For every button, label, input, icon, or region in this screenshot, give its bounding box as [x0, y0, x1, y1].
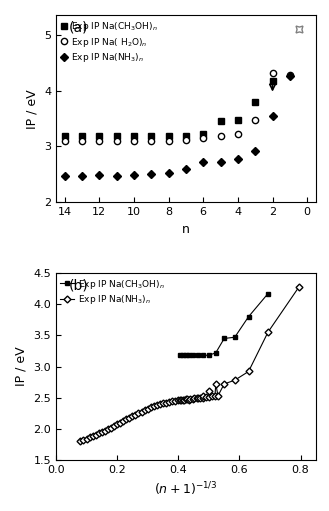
Exp IP Na(NH$_3$)$_n$	[297, 284, 301, 290]
Exp IP Na(CH$_3$OH)$_n$	[188, 352, 191, 358]
Exp IP Na(NH$_3$)$_n$	[184, 166, 188, 172]
Exp IP Na(CH$_3$OH)$_n$	[114, 133, 118, 140]
Line: Exp IP Na(NH$_3$)$_n$: Exp IP Na(NH$_3$)$_n$	[78, 285, 301, 444]
Exp IP Na(CH$_3$OH)$_n$	[222, 335, 226, 341]
Exp IP Na(CH$_3$OH)$_n$	[184, 133, 188, 140]
Exp IP Na(NH$_3$)$_n$	[236, 155, 240, 161]
Line: Exp IP Na(CH$_3$OH)$_n$: Exp IP Na(CH$_3$OH)$_n$	[177, 291, 270, 358]
Exp IP Na(CH$_3$OH)$_n$	[236, 117, 240, 123]
Exp IP Na( H$_2$O)$_n$	[201, 135, 205, 141]
Text: (a): (a)	[69, 21, 89, 35]
Exp IP Na( H$_2$O)$_n$	[80, 138, 84, 144]
Exp IP Na(CH$_3$OH)$_n$	[233, 334, 237, 340]
Exp IP Na(CH$_3$OH)$_n$	[201, 352, 205, 358]
Exp IP Na( H$_2$O)$_n$	[288, 72, 292, 78]
Exp IP Na(NH$_3$)$_n$	[97, 172, 101, 178]
Exp IP Na(CH$_3$OH)$_n$	[214, 350, 218, 356]
Exp IP Na( H$_2$O)$_n$	[63, 138, 66, 144]
Exp IP Na(CH$_3$OH)$_n$	[207, 352, 211, 358]
Legend: Exp IP Na(CH$_3$OH)$_n$, Exp IP Na( H$_2$O)$_n$, Exp IP Na(NH$_3$)$_n$: Exp IP Na(CH$_3$OH)$_n$, Exp IP Na( H$_2…	[59, 18, 160, 66]
Exp IP Na(NH$_3$)$_n$	[137, 410, 140, 416]
Exp IP Na(CH$_3$OH)$_n$	[149, 133, 153, 140]
Exp IP Na(CH$_3$OH)$_n$	[253, 99, 257, 105]
Text: (b): (b)	[69, 278, 89, 293]
X-axis label: $(n+1)^{-1/3}$: $(n+1)^{-1/3}$	[154, 480, 218, 498]
Exp IP Na(CH$_3$OH)$_n$	[63, 133, 66, 140]
Exp IP Na(NH$_3$)$_n$	[109, 425, 113, 431]
Exp IP Na(NH$_3$)$_n$	[114, 173, 118, 179]
Exp IP Na(CH$_3$OH)$_n$	[97, 133, 101, 140]
Exp IP Na( H$_2$O)$_n$	[114, 138, 118, 144]
Exp IP Na(NH$_3$)$_n$	[218, 159, 222, 165]
Exp IP Na( H$_2$O)$_n$	[132, 138, 136, 144]
Exp IP Na( H$_2$O)$_n$	[253, 117, 257, 123]
Exp IP Na(CH$_3$OH)$_n$	[218, 118, 222, 124]
Exp IP Na(NH$_3$)$_n$	[139, 409, 143, 415]
Exp IP Na(NH$_3$)$_n$	[63, 173, 66, 179]
Legend: Exp IP Na(CH$_3$OH)$_n$, Exp IP Na(NH$_3$)$_n$: Exp IP Na(CH$_3$OH)$_n$, Exp IP Na(NH$_3…	[59, 276, 166, 308]
Exp IP Na(NH$_3$)$_n$	[149, 171, 153, 177]
Line: Exp IP Na(CH$_3$OH)$_n$: Exp IP Na(CH$_3$OH)$_n$	[62, 78, 276, 140]
Exp IP Na(CH$_3$OH)$_n$	[270, 78, 274, 84]
Exp IP Na(CH$_3$OH)$_n$	[184, 352, 188, 358]
Exp IP Na(NH$_3$)$_n$	[132, 172, 136, 178]
Exp IP Na(NH$_3$)$_n$	[253, 148, 257, 154]
Exp IP Na(CH$_3$OH)$_n$	[246, 314, 250, 320]
Exp IP Na(CH$_3$OH)$_n$	[266, 291, 270, 297]
Y-axis label: IP / eV: IP / eV	[25, 89, 38, 129]
Exp IP Na(CH$_3$OH)$_n$	[191, 352, 195, 358]
Exp IP Na(NH$_3$)$_n$	[130, 413, 134, 420]
Exp IP Na(NH$_3$)$_n$	[80, 173, 84, 179]
Exp IP Na(CH$_3$OH)$_n$	[80, 133, 84, 140]
Exp IP Na(NH$_3$)$_n$	[270, 112, 274, 119]
Exp IP Na( H$_2$O)$_n$	[166, 138, 170, 144]
Exp IP Na(NH$_3$)$_n$	[166, 170, 170, 176]
Exp IP Na( H$_2$O)$_n$	[218, 133, 222, 140]
Exp IP Na( H$_2$O)$_n$	[184, 136, 188, 143]
Exp IP Na(NH$_3$)$_n$	[124, 416, 128, 423]
Exp IP Na( H$_2$O)$_n$	[236, 131, 240, 137]
Exp IP Na(NH$_3$)$_n$	[201, 159, 205, 165]
Exp IP Na(CH$_3$OH)$_n$	[178, 352, 182, 358]
Y-axis label: IP / eV: IP / eV	[15, 346, 28, 386]
Exp IP Na(CH$_3$OH)$_n$	[132, 133, 136, 140]
Exp IP Na(NH$_3$)$_n$	[288, 73, 292, 79]
Exp IP Na( H$_2$O)$_n$	[97, 138, 101, 144]
Line: Exp IP Na(NH$_3$)$_n$: Exp IP Na(NH$_3$)$_n$	[62, 73, 293, 179]
Exp IP Na(CH$_3$OH)$_n$	[196, 352, 200, 358]
Exp IP Na(CH$_3$OH)$_n$	[201, 131, 205, 137]
Exp IP Na(CH$_3$OH)$_n$	[181, 352, 185, 358]
X-axis label: n: n	[182, 223, 190, 236]
Exp IP Na(CH$_3$OH)$_n$	[166, 133, 170, 140]
Exp IP Na(NH$_3$)$_n$	[78, 438, 82, 444]
Exp IP Na( H$_2$O)$_n$	[270, 69, 274, 76]
Line: Exp IP Na( H$_2$O)$_n$: Exp IP Na( H$_2$O)$_n$	[62, 69, 293, 144]
Exp IP Na(NH$_3$)$_n$	[184, 396, 188, 402]
Exp IP Na( H$_2$O)$_n$	[149, 138, 153, 144]
